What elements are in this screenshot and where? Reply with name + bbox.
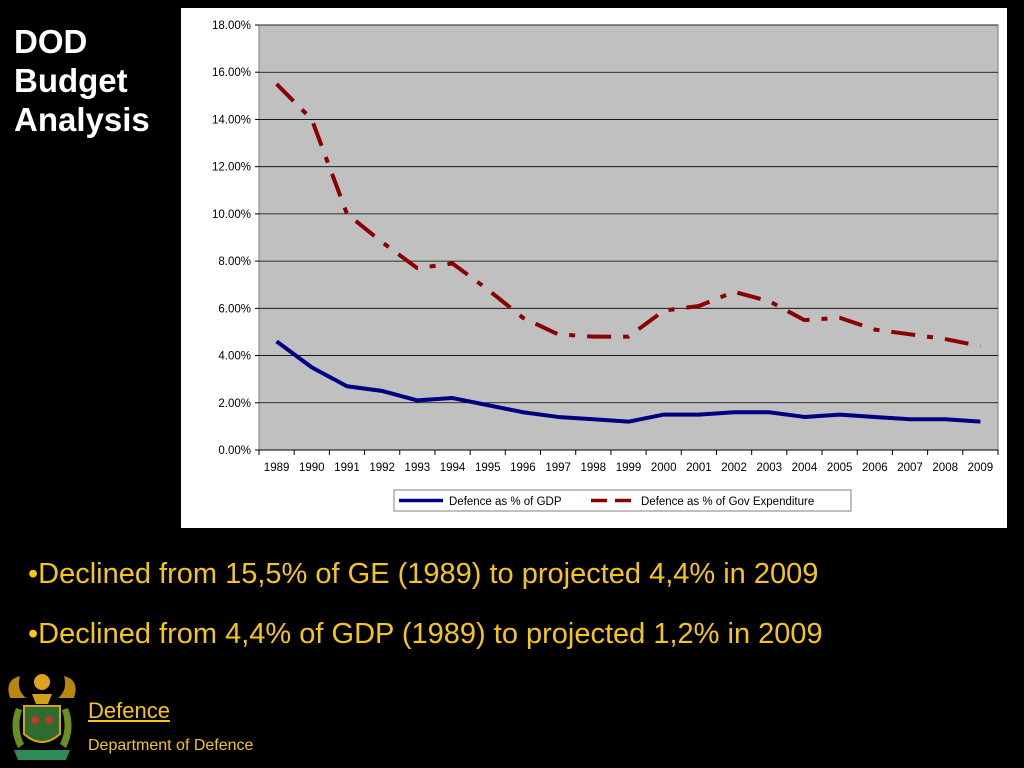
y-tick-label: 4.00% [218, 351, 251, 363]
series-lines [275, 82, 981, 424]
x-tick-label: 2001 [686, 462, 712, 474]
line-chart: 0.00% 2.00% 4.00% 6.00% 8.00% 10.00% 12.00% 14.… [212, 20, 999, 512]
x-axis-ticks: 1989 1990 1991 1992 1993 1994 1995 1996 1997 1998… [258, 449, 999, 474]
slide-title: DOD Budget Analysis [14, 22, 184, 139]
x-tick-label: 1991 [334, 462, 360, 474]
series-line-gov-expenditure [275, 82, 981, 349]
y-tick-label: 16.00% [212, 67, 251, 79]
y-tick-label: 10.00% [212, 209, 251, 221]
y-tick-label: 14.00% [212, 114, 251, 126]
x-tick-label: 1996 [510, 462, 536, 474]
x-tick-label: 1995 [475, 462, 501, 474]
x-tick-label: 2004 [792, 462, 818, 474]
plot-area [258, 24, 999, 451]
y-tick-label: 0.00% [218, 445, 251, 457]
x-tick-label: 2003 [756, 462, 782, 474]
gridlines [259, 24, 998, 404]
bullet-list: •Declined from 15,5% of GE (1989) to pro… [28, 555, 1018, 675]
x-tick-label: 1990 [299, 462, 325, 474]
x-tick-label: 1994 [440, 462, 466, 474]
series-line-gdp [275, 339, 981, 424]
y-tick-label: 2.00% [218, 398, 251, 410]
legend-label-gdp: Defence as % of GDP [449, 496, 562, 508]
y-tick-label: 18.00% [212, 20, 251, 32]
x-tick-label: 1993 [405, 462, 431, 474]
slide-title-line-1: DOD [14, 23, 88, 60]
x-tick-label: 2009 [968, 462, 994, 474]
x-tick-label: 1998 [581, 462, 607, 474]
defence-link[interactable]: Defence [88, 698, 170, 723]
x-tick-label: 1999 [616, 462, 642, 474]
y-axis-ticks: 0.00% 2.00% 4.00% 6.00% 8.00% 10.00% 12.00% 14.… [212, 20, 259, 457]
y-tick-label: 8.00% [218, 256, 251, 268]
slide-title-line-2: Budget [14, 62, 128, 99]
legend: Defence as % of GDP Defence as % of Gov … [393, 489, 852, 512]
x-tick-label: 2006 [862, 462, 888, 474]
y-tick-label: 6.00% [218, 303, 251, 315]
coat-of-arms-icon [8, 674, 76, 760]
x-tick-label: 2005 [827, 462, 853, 474]
chart-container: 0.00% 2.00% 4.00% 6.00% 8.00% 10.00% 12.00% 14.… [181, 8, 1007, 528]
x-tick-label: 2008 [932, 462, 958, 474]
x-tick-label: 2000 [651, 462, 677, 474]
x-tick-label: 1997 [545, 462, 571, 474]
legend-label-ge: Defence as % of Gov Expenditure [641, 496, 814, 508]
y-tick-label: 12.00% [212, 162, 251, 174]
x-tick-label: 2007 [897, 462, 923, 474]
bullet-ge-decline: •Declined from 15,5% of GE (1989) to pro… [28, 558, 819, 590]
x-tick-label: 1992 [369, 462, 395, 474]
bullet-gdp-decline: •Declined from 4,4% of GDP (1989) to pro… [28, 618, 823, 650]
department-name: Department of Defence [88, 737, 254, 754]
x-tick-label: 1989 [264, 462, 290, 474]
x-tick-label: 2002 [721, 462, 747, 474]
slide-title-line-3: Analysis [14, 101, 150, 138]
